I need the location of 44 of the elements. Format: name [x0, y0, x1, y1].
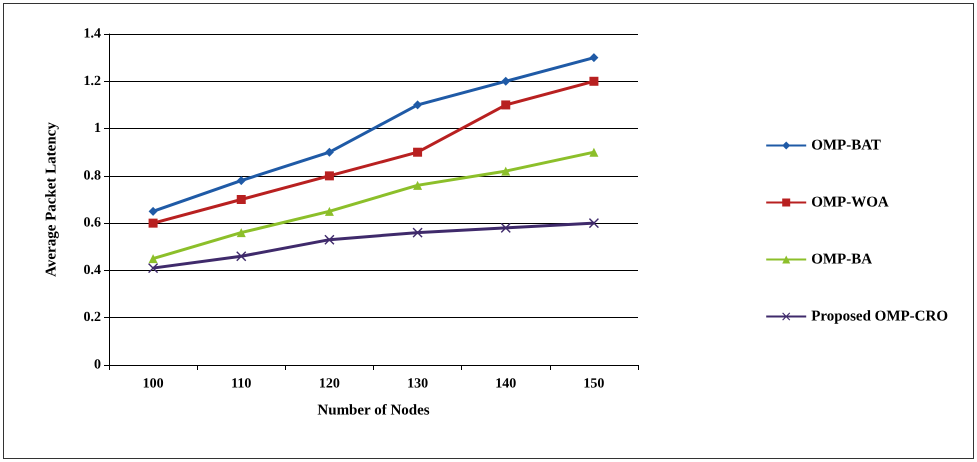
- point: [236, 176, 246, 186]
- y-tick-label: 0.8: [84, 168, 101, 184]
- x-tick-label: 140: [495, 376, 516, 392]
- x-tick-label: 130: [407, 376, 428, 392]
- point: [589, 53, 598, 62]
- point: [589, 148, 598, 157]
- point: [324, 234, 334, 245]
- point: [413, 148, 422, 157]
- x-tick-label: 150: [583, 376, 604, 392]
- point: [501, 100, 510, 110]
- x-axis-title: Number of Nodes: [317, 402, 430, 418]
- x-tick-label: 120: [318, 376, 340, 392]
- y-tick-label: 1.4: [84, 26, 101, 42]
- point: [413, 100, 422, 110]
- legend-label: Proposed OMP-CRO: [811, 308, 948, 324]
- legend-label: OMP-BA: [811, 252, 872, 268]
- point: [236, 228, 246, 238]
- y-tick-label: 0.4: [84, 262, 101, 278]
- y-tick-label: 1: [94, 121, 101, 136]
- legend-label: OMP-BAT: [811, 138, 881, 154]
- point: [500, 222, 511, 233]
- point: [501, 166, 510, 176]
- point: [324, 171, 334, 180]
- point: [589, 76, 598, 86]
- y-tick-label: 0: [94, 358, 101, 372]
- x-tick-label: 100: [142, 376, 164, 392]
- point: [324, 206, 334, 216]
- y-tick-label: 0.6: [84, 216, 101, 231]
- y-axis-title: Average Packet Latency: [44, 122, 60, 277]
- point: [148, 254, 158, 264]
- point: [324, 148, 334, 157]
- y-tick-label: 0.2: [84, 310, 101, 326]
- point: [148, 206, 158, 216]
- point: [236, 251, 246, 262]
- y-tick-label: 1.2: [84, 74, 101, 89]
- point: [588, 218, 599, 228]
- point: [501, 76, 510, 86]
- x-tick-label: 110: [231, 376, 252, 392]
- point: [413, 180, 422, 190]
- legend-label: OMP-WOA: [811, 194, 889, 210]
- point: [236, 195, 246, 204]
- point: [148, 263, 158, 274]
- point: [148, 218, 158, 228]
- point: [412, 228, 423, 238]
